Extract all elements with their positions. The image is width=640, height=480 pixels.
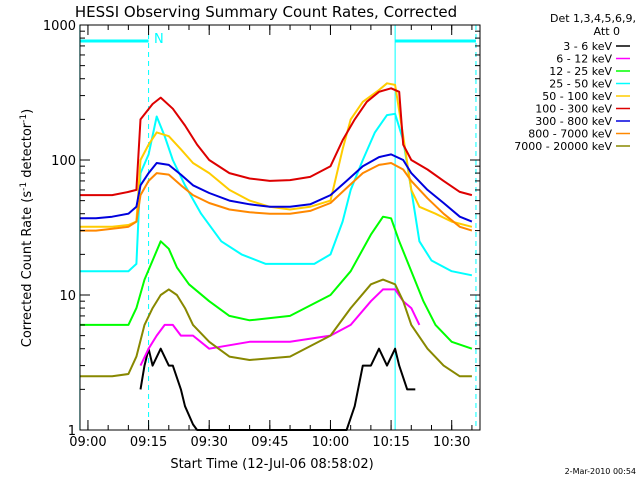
y-axis: 1 10 100 1000 xyxy=(43,19,480,439)
y-axis-title-sup1: -1 xyxy=(19,182,29,191)
y-tick-label: 100 xyxy=(51,154,76,169)
y-tick-label: 1 xyxy=(68,424,76,439)
x-tick-label: 09:00 xyxy=(69,435,106,450)
y-tick-label: 1000 xyxy=(43,19,76,34)
x-axis: 09:00 09:15 09:30 09:45 10:00 10:15 10:30 xyxy=(69,25,473,450)
series-line-5 xyxy=(79,87,473,197)
x-tick-label: 09:30 xyxy=(190,435,227,450)
x-tick-label: 09:15 xyxy=(130,435,167,450)
x-axis-title: Start Time (12-Jul-06 08:58:02) xyxy=(170,457,373,472)
series-group xyxy=(79,82,473,431)
y-axis-title-sup2: -1 xyxy=(19,114,29,123)
x-tick-label: 10:00 xyxy=(312,435,349,450)
y-axis-title-part2: detector xyxy=(20,122,35,182)
series-line-6 xyxy=(79,153,473,223)
series-line-8 xyxy=(79,278,472,378)
legend-label-5: 100 - 300 keV xyxy=(535,103,612,116)
legend-label-6: 300 - 800 keV xyxy=(535,115,612,128)
y-axis-title-part3: ) xyxy=(20,109,35,114)
legend-label-2: 12 - 25 keV xyxy=(549,65,612,78)
x-tick-label: 09:45 xyxy=(251,435,288,450)
series-line-0 xyxy=(139,347,416,431)
y-axis-title-part1: Corrected Count Rate (s xyxy=(20,191,35,348)
legend-label-4: 50 - 100 keV xyxy=(542,90,612,103)
night-marker-label: N xyxy=(154,32,164,47)
legend-label-0: 3 - 6 keV xyxy=(563,40,612,53)
legend-label-8: 7000 - 20000 keV xyxy=(514,140,612,153)
chart-title: HESSI Observing Summary Count Rates, Cor… xyxy=(75,3,457,21)
legend-header-1: Det 1,3,4,5,6,9, xyxy=(550,12,636,25)
y-axis-title: Corrected Count Rate (s-1 detector-1) xyxy=(19,109,35,347)
plot-frame xyxy=(79,24,481,431)
legend-header-2: Att 0 xyxy=(594,25,620,38)
series-line-1 xyxy=(139,288,421,367)
footer-date: 2-Mar-2010 00:54 xyxy=(565,467,636,476)
legend-label-1: 6 - 12 keV xyxy=(556,53,612,66)
legend-label-7: 800 - 7000 keV xyxy=(528,128,612,141)
x-tick-label: 10:15 xyxy=(372,435,409,450)
legend-label-3: 25 - 50 keV xyxy=(549,78,612,91)
series-line-7 xyxy=(79,162,473,232)
y-tick-label: 10 xyxy=(59,289,76,304)
x-tick-label: 10:30 xyxy=(433,435,470,450)
series-line-2 xyxy=(79,215,473,350)
